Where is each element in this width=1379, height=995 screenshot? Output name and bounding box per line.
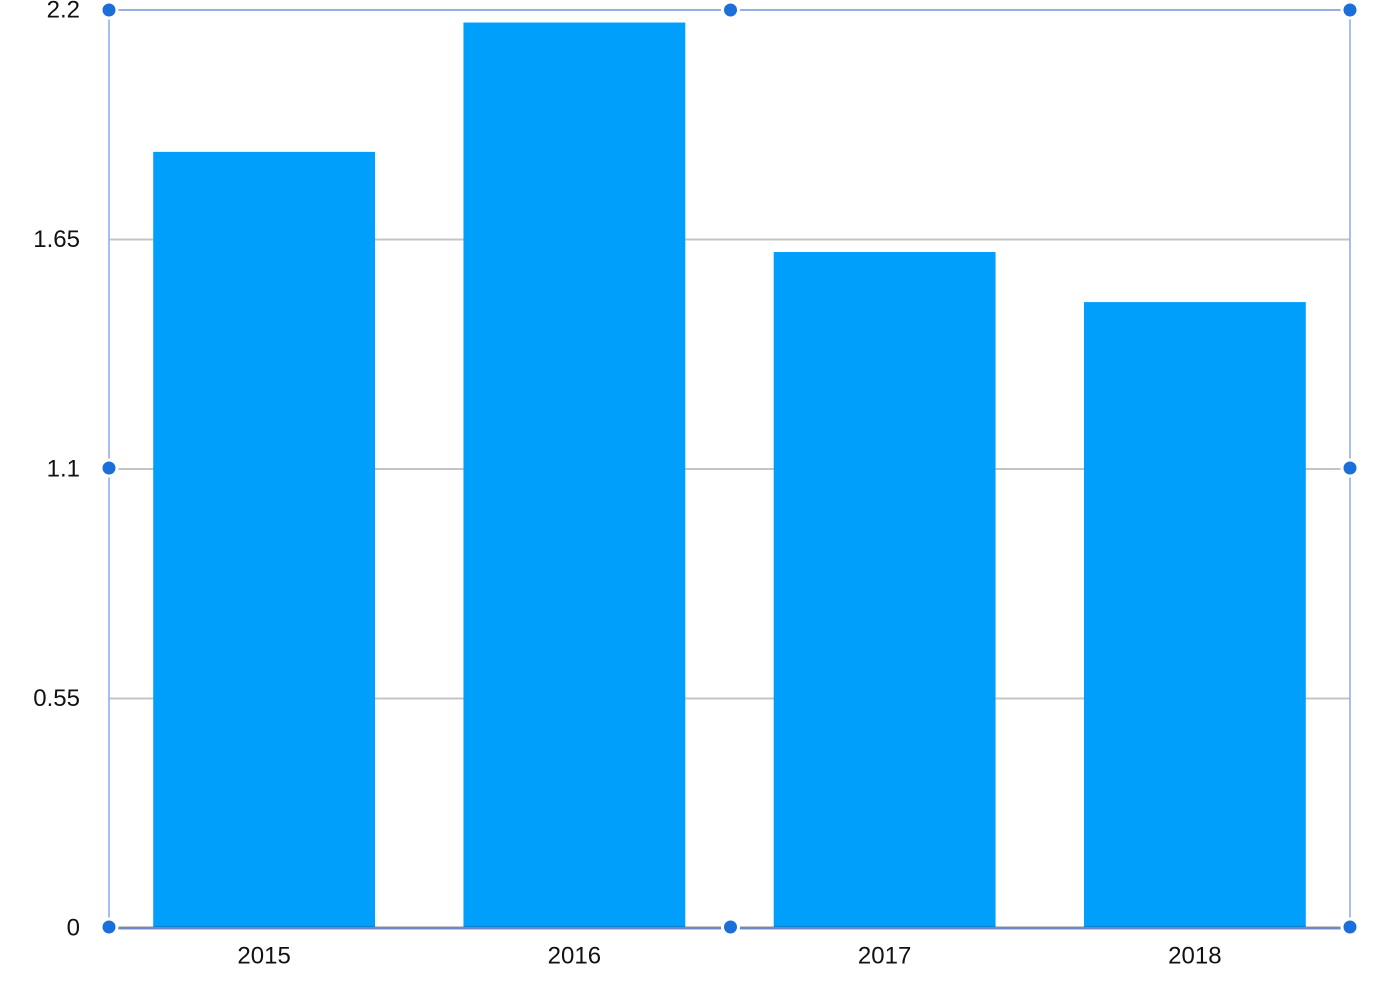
handle-bottom-middle[interactable] bbox=[721, 917, 740, 937]
x-tick-label: 2015 bbox=[237, 943, 290, 970]
y-tick-label: 0.55 bbox=[33, 685, 80, 712]
chart-selection-frame[interactable] bbox=[99, 0, 1360, 937]
handle-top-left[interactable] bbox=[99, 0, 119, 20]
y-axis-tick-labels: 0 0.55 1.1 1.65 2.2 bbox=[33, 0, 80, 942]
handle-middle-left[interactable] bbox=[99, 458, 119, 478]
bar-2018[interactable] bbox=[1083, 302, 1306, 928]
handle-bottom-right[interactable] bbox=[1340, 917, 1360, 937]
handle-top-right[interactable] bbox=[1340, 0, 1360, 20]
y-tick-label: 1.1 bbox=[47, 456, 80, 483]
bar-2015[interactable] bbox=[153, 151, 376, 928]
bar-2016[interactable] bbox=[463, 22, 686, 928]
y-tick-label: 2.2 bbox=[47, 0, 80, 24]
bar-2017[interactable] bbox=[773, 252, 996, 928]
handle-middle-right[interactable] bbox=[1340, 458, 1360, 478]
x-tick-label: 2018 bbox=[1168, 943, 1221, 970]
x-axis-tick-labels: 2015 2016 2017 2018 bbox=[237, 943, 1221, 970]
y-tick-label: 0 bbox=[67, 915, 80, 942]
handle-top-middle[interactable] bbox=[721, 0, 740, 20]
handle-bottom-left[interactable] bbox=[99, 917, 119, 937]
x-tick-label: 2016 bbox=[548, 943, 601, 970]
y-tick-label: 1.65 bbox=[33, 226, 80, 253]
bars bbox=[153, 22, 1306, 928]
x-tick-label: 2017 bbox=[858, 943, 911, 970]
